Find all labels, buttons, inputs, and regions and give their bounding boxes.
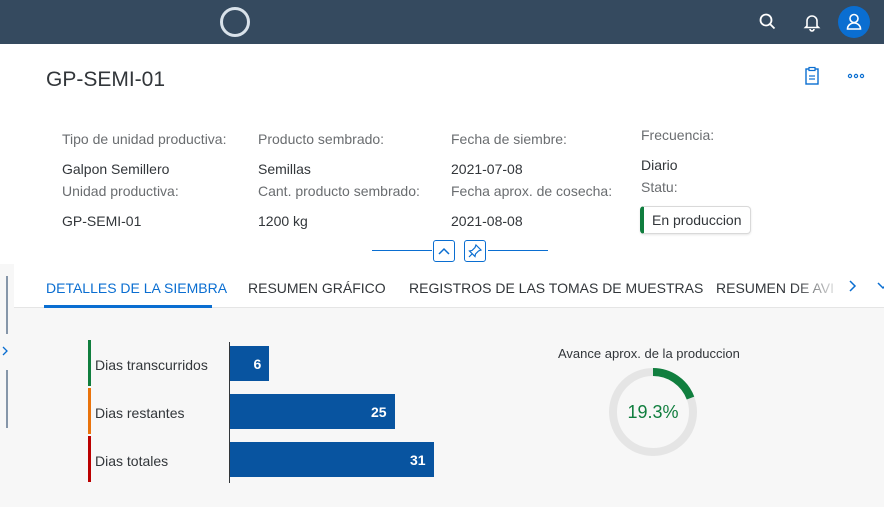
expand-side-icon[interactable] (0, 344, 10, 358)
bar-value-label: 31 (410, 452, 426, 468)
clipboard-icon[interactable] (802, 66, 822, 86)
bar[interactable] (230, 346, 269, 381)
bar-value-label: 6 (253, 356, 262, 372)
object-header: GP-SEMI-01 Tipo de unidad productiva: Ga… (0, 44, 884, 264)
pin-icon (468, 243, 483, 258)
bar[interactable] (230, 442, 434, 477)
status-badge: En produccion (640, 206, 751, 234)
tab-bar: DETALLES DE LA SIEMBRA RESUMEN GRÁFICO R… (14, 264, 884, 308)
bar-category-label: Dias transcurridos (95, 357, 208, 373)
producto-label: Producto sembrado: (258, 131, 385, 147)
more-icon[interactable] (846, 66, 866, 86)
cant-label: Cant. producto sembrado: (258, 183, 420, 199)
shell-bar (0, 0, 884, 44)
chevron-right-icon[interactable] (844, 278, 860, 294)
search-icon[interactable] (756, 10, 780, 34)
donut-value-label: 19.3% (627, 402, 679, 422)
bar[interactable] (230, 394, 395, 429)
fecha-cosecha-label: Fecha aprox. de cosecha: (451, 183, 613, 199)
active-tab-indicator (44, 305, 212, 308)
donut-progress-arc (609, 368, 697, 456)
donut-chart (609, 368, 697, 456)
tab-overflow-fade (794, 264, 842, 306)
category-marker (88, 340, 91, 386)
producto-value: Semillas (258, 161, 311, 177)
bar-value-label: 25 (371, 404, 387, 420)
cant-value: 1200 kg (258, 213, 308, 229)
pin-header-button[interactable] (464, 240, 486, 262)
tab-registros[interactable]: REGISTROS DE LAS TOMAS DE MUESTRAS (409, 280, 704, 296)
fecha-siembre-value: 2021-07-08 (451, 161, 523, 177)
category-marker (88, 436, 91, 482)
fecha-siembre-label: Fecha de siembre: (451, 131, 567, 147)
page-title: GP-SEMI-01 (46, 68, 166, 91)
user-icon (846, 13, 862, 30)
frecuencia-value: Diario (641, 157, 678, 173)
content-area (14, 308, 884, 507)
collapse-line-right (488, 250, 548, 251)
bell-icon[interactable] (800, 10, 824, 34)
tipo-label: Tipo de unidad productiva: (62, 131, 227, 147)
bar-chart-axis (229, 342, 230, 483)
frecuencia-label: Frecuencia: (641, 127, 715, 143)
collapse-header-button[interactable] (433, 240, 455, 262)
logo-ring[interactable] (220, 7, 250, 37)
collapse-line-left (372, 250, 432, 251)
donut-chart-title: Avance aprox. de la produccion (558, 346, 740, 361)
bar-category-label: Dias restantes (95, 405, 185, 421)
chevron-down-icon[interactable] (876, 278, 884, 294)
statu-label: Statu: (641, 179, 678, 195)
tab-detalles[interactable]: DETALLES DE LA SIEMBRA (46, 280, 228, 296)
side-panel-handle-top (6, 276, 8, 334)
side-panel-handle-bottom (6, 370, 8, 428)
unidad-value: GP-SEMI-01 (62, 213, 142, 229)
chevron-up-icon (438, 247, 450, 255)
user-avatar[interactable] (838, 6, 870, 38)
fecha-cosecha-value: 2021-08-08 (451, 213, 523, 229)
tipo-value: Galpon Semillero (62, 161, 170, 177)
unidad-label: Unidad productiva: (62, 183, 179, 199)
tab-resumen-grafico[interactable]: RESUMEN GRÁFICO (248, 280, 386, 296)
bar-category-label: Dias totales (95, 453, 169, 469)
category-marker (88, 388, 91, 434)
